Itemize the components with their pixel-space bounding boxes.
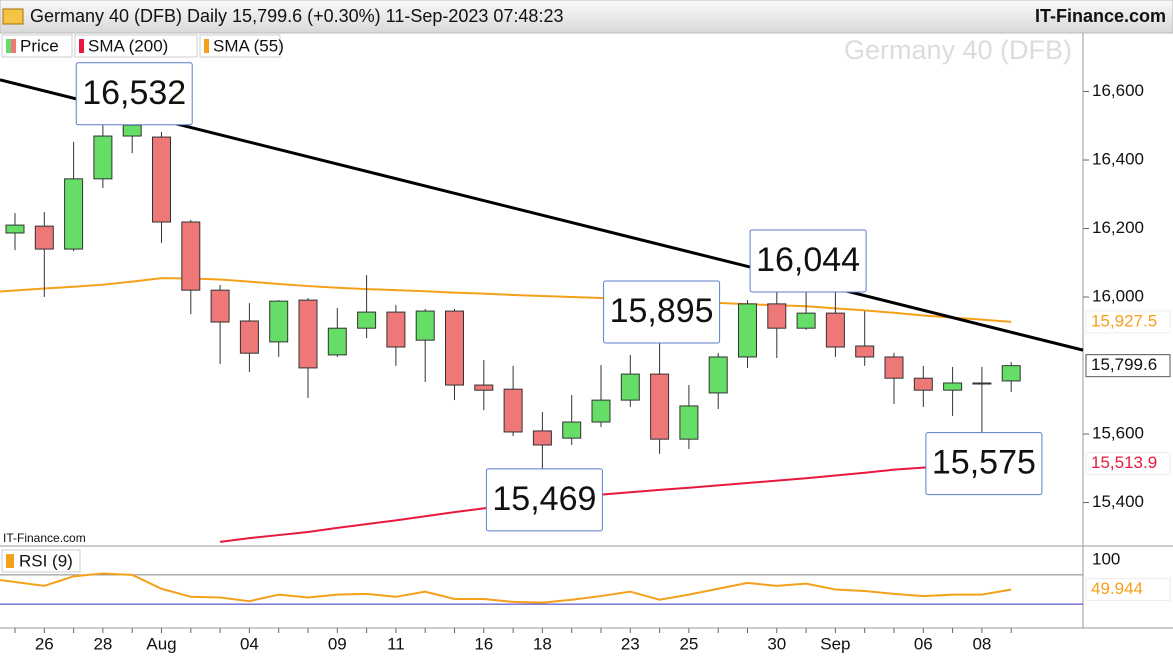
chart-title: Germany 40 (DFB) Daily 15,799.6 (+0.30%)… bbox=[30, 6, 563, 26]
annotation-label: 15,575 bbox=[932, 444, 1036, 482]
annotation-box bbox=[749, 229, 867, 293]
legend-swatch bbox=[6, 554, 14, 568]
candle-body bbox=[620, 373, 640, 401]
x-tick-label: 09 bbox=[328, 634, 347, 653]
legend-box bbox=[199, 34, 281, 58]
candle-body bbox=[591, 399, 611, 423]
x-tick-label: 18 bbox=[533, 634, 552, 653]
x-tick-label: 30 bbox=[767, 634, 786, 653]
candle-body bbox=[767, 303, 787, 329]
candle-body bbox=[825, 312, 845, 348]
sma-line bbox=[219, 462, 1012, 543]
candle-body bbox=[708, 356, 728, 394]
candle-body bbox=[796, 312, 816, 329]
x-tick-label: Sep bbox=[820, 634, 850, 653]
candle-body bbox=[1001, 365, 1021, 382]
legend-box bbox=[74, 34, 198, 58]
x-tick-label: Aug bbox=[146, 634, 176, 653]
candle-body bbox=[64, 178, 84, 250]
annotation-label: 16,532 bbox=[82, 74, 186, 112]
header-bar bbox=[0, 0, 1173, 34]
annotation-label: 16,044 bbox=[756, 241, 860, 279]
last-value-box bbox=[1085, 578, 1171, 602]
x-tick-label: 26 bbox=[35, 634, 54, 653]
logo bbox=[2, 8, 24, 25]
candle-body bbox=[210, 289, 230, 323]
x-tick-label: 25 bbox=[679, 634, 698, 653]
candle-body bbox=[239, 320, 259, 354]
candle-body bbox=[386, 311, 406, 348]
legend-swatch bbox=[6, 39, 11, 53]
last-value-label: 15,513.9 bbox=[1091, 453, 1157, 472]
legend-label: SMA (55) bbox=[213, 36, 284, 55]
candle-body bbox=[474, 384, 494, 391]
candle-body bbox=[943, 382, 963, 391]
x-tick-label: 11 bbox=[387, 634, 405, 653]
candle-body bbox=[445, 310, 464, 386]
legend-label: Price bbox=[20, 36, 59, 55]
annotation-label: 15,469 bbox=[492, 480, 596, 518]
candle-body bbox=[855, 345, 875, 358]
annotation-box bbox=[603, 280, 721, 344]
y-tick-label: 16,600 bbox=[1092, 81, 1144, 100]
x-tick-label: 28 bbox=[93, 634, 112, 653]
legend-box bbox=[1, 549, 81, 573]
x-tick-label: 06 bbox=[914, 634, 933, 653]
candle-body bbox=[503, 388, 523, 433]
legend-swatch bbox=[11, 39, 16, 53]
last-value-box bbox=[1085, 310, 1171, 334]
candle-body bbox=[972, 382, 992, 385]
x-tick-label: 04 bbox=[240, 634, 259, 653]
legend-label: SMA (200) bbox=[88, 36, 168, 55]
last-value-label: 15,799.6 bbox=[1091, 355, 1157, 374]
candle-body bbox=[298, 299, 318, 369]
x-tick-label: 08 bbox=[972, 634, 991, 653]
last-value-label: 49.944 bbox=[1091, 579, 1143, 598]
y-tick-label: 15,400 bbox=[1092, 492, 1144, 511]
y-tick-label: 16,200 bbox=[1092, 218, 1144, 237]
watermark: Germany 40 (DFB) bbox=[844, 35, 1072, 65]
legend-swatch bbox=[204, 39, 209, 53]
candle-body bbox=[269, 300, 289, 343]
y-tick-label: 16,000 bbox=[1092, 287, 1144, 306]
candle-body bbox=[415, 310, 435, 341]
annotation-box bbox=[75, 62, 193, 126]
last-value-label: 15,927.5 bbox=[1091, 311, 1157, 330]
candle-body bbox=[122, 124, 142, 137]
annotation-label: 15,895 bbox=[610, 292, 714, 330]
legend-box bbox=[1, 34, 73, 58]
y-tick-label: 100 bbox=[1092, 549, 1120, 568]
candle-body bbox=[327, 327, 347, 356]
x-tick-label: 16 bbox=[474, 634, 493, 653]
rsi-line bbox=[0, 572, 1012, 604]
candle-body bbox=[532, 430, 552, 446]
candle-body bbox=[913, 377, 933, 391]
annotation-box bbox=[925, 432, 1043, 496]
y-tick-label: 15,600 bbox=[1092, 424, 1144, 443]
legend-swatch bbox=[79, 39, 84, 53]
candle-body bbox=[650, 373, 670, 440]
candle-body bbox=[181, 221, 201, 291]
credit: IT-Finance.com bbox=[3, 531, 86, 545]
x-tick-label: 23 bbox=[621, 634, 640, 653]
candle-body bbox=[562, 421, 582, 439]
annotation-box bbox=[485, 468, 603, 532]
candle-body bbox=[5, 224, 25, 234]
candle-body bbox=[93, 135, 113, 180]
candle-body bbox=[34, 225, 54, 250]
candle-body bbox=[679, 405, 699, 440]
legend-label: RSI (9) bbox=[19, 551, 73, 570]
last-value-box bbox=[1085, 452, 1171, 476]
candle-body bbox=[357, 311, 377, 329]
candle-body bbox=[884, 356, 904, 379]
last-value-box bbox=[1085, 354, 1171, 378]
y-tick-label: 16,400 bbox=[1092, 150, 1144, 169]
sma-line bbox=[0, 277, 1012, 323]
source: IT-Finance.com bbox=[1035, 6, 1166, 26]
candle-body bbox=[152, 136, 171, 223]
candle-body bbox=[738, 303, 757, 358]
